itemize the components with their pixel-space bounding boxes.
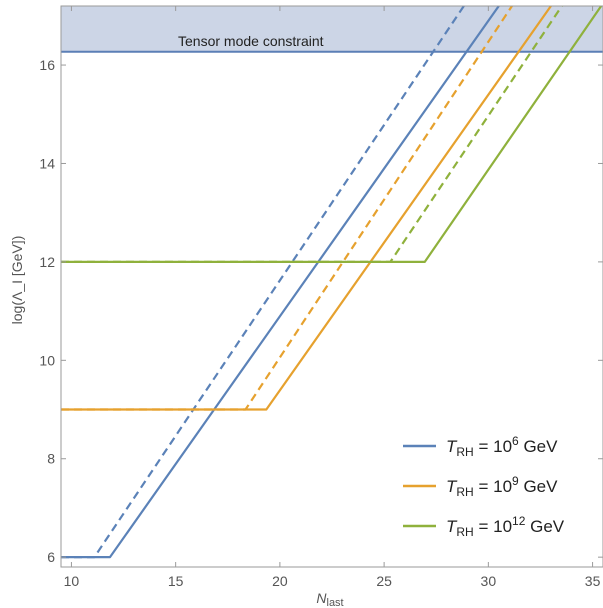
legend: TRH = 106 GeV TRH = 109 GeV TRH = 1012 GeV: [403, 434, 565, 539]
y-tick-label: 12: [39, 254, 55, 270]
x-tick-label: 10: [64, 573, 80, 589]
constraint-band: [61, 6, 603, 52]
legend-label: TRH = 109 GeV: [446, 474, 558, 499]
y-tick-label: 6: [47, 549, 55, 565]
x-tick-label: 25: [376, 573, 392, 589]
x-tick-label: 30: [481, 573, 497, 589]
x-tick-label: 20: [272, 573, 288, 589]
y-tick-label: 16: [39, 57, 55, 73]
plot-frame: [60, 5, 603, 568]
x-tick-label: 35: [585, 573, 601, 589]
series-line-5-dashed: [61, 6, 564, 263]
y-tick-label: 10: [39, 352, 55, 368]
x-axis-label: Nlast: [316, 590, 343, 608]
constraint-label: Tensor mode constraint: [178, 33, 324, 49]
legend-label: TRH = 106 GeV: [446, 434, 558, 459]
x-tick-label: 15: [168, 573, 184, 589]
y-tick-label: 14: [39, 155, 55, 171]
series-line-3-dashed: [61, 6, 514, 411]
series-line-1-dashed: [61, 6, 466, 559]
legend-label: TRH = 1012 GeV: [446, 514, 565, 539]
y-tick-label: 8: [47, 451, 55, 467]
y-axis-label: log(Λ_I [GeV]): [9, 236, 25, 325]
